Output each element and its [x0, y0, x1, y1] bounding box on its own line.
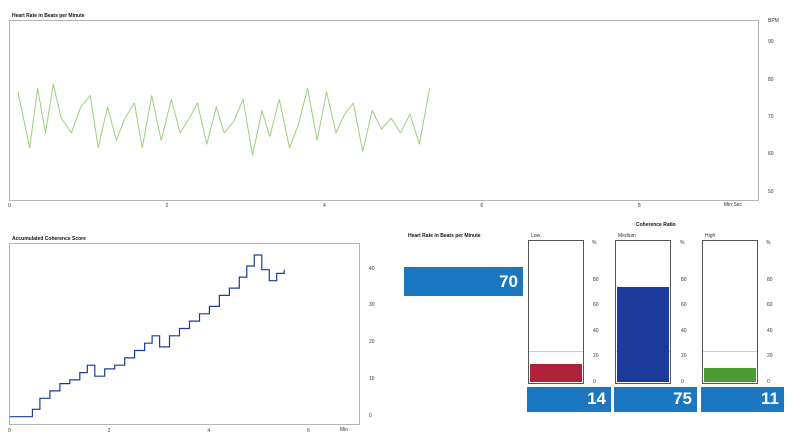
- coherence-score-x-tick: 4: [207, 428, 211, 434]
- coherence-ratio-tick: 20: [767, 353, 773, 360]
- coherence-ratio-tick: 40: [681, 327, 687, 334]
- coherence-ratio-tick: 40: [767, 327, 773, 334]
- bar-high-label: High: [705, 233, 716, 239]
- bar-medium-value: 75: [673, 389, 692, 408]
- bar-high-value-box: 11: [701, 387, 784, 412]
- coherence-ratio-tick: 60: [767, 302, 773, 309]
- heart-rate-chart: [9, 20, 759, 201]
- bar-high-unit: %: [766, 240, 771, 246]
- bar-high-value: 11: [761, 389, 779, 408]
- bar-low-reference-line: [529, 351, 583, 352]
- bar-low-value-box: 14: [527, 387, 611, 412]
- coherence-ratio-tick: 20: [593, 353, 599, 360]
- heart-rate-y-tick: 90: [768, 39, 774, 46]
- coherence-score-chart-title: Accumulated Coherence Score: [12, 236, 86, 242]
- heart-rate-y-tick: 70: [768, 113, 774, 120]
- coherence-ratio-tick: 0: [767, 379, 770, 385]
- heart-rate-x-tick: 4: [322, 203, 326, 209]
- heart-rate-y-tick: 80: [768, 76, 774, 83]
- coherence-ratio-title: Coherence Ratio: [636, 222, 676, 228]
- bar-low-fill: [530, 364, 582, 382]
- coherence-score-x-tick: 0: [8, 428, 11, 434]
- coherence-ratio-tick: 80: [681, 276, 687, 283]
- coherence-ratio-tick: 80: [593, 276, 599, 283]
- heart-rate-x-tick: 0: [8, 203, 11, 209]
- heart-rate-chart-title: Heart Rate in Beats per Minute: [12, 13, 85, 19]
- coherence-score-x-tick: 6: [307, 428, 310, 434]
- coherence-score-chart: [9, 243, 360, 425]
- bar-medium-label: Medium: [618, 233, 636, 239]
- coherence-ratio-tick: 0: [593, 379, 596, 385]
- heart-rate-value-box: 70: [404, 267, 523, 296]
- heart-rate-y-tick: 50: [768, 188, 774, 195]
- coherence-ratio-tick: 0: [681, 379, 684, 385]
- coherence-ratio-tick: 80: [767, 276, 773, 283]
- coherence-ratio-tick: 60: [593, 302, 599, 309]
- bar-low-unit: %: [592, 240, 597, 246]
- heart-rate-y-tick: 60: [768, 151, 774, 158]
- bar-medium-frame: [615, 240, 671, 384]
- bar-medium-unit: %: [680, 240, 685, 246]
- bar-high-frame: [702, 240, 758, 384]
- heart-rate-unit-label: BPM: [768, 18, 779, 24]
- coherence-ratio-tick: 40: [593, 327, 599, 334]
- heart-rate-x-tick: 2: [165, 203, 169, 209]
- coherence-score-plot-svg: [10, 254, 285, 418]
- coherence-score-x-unit: Min: [340, 427, 349, 433]
- coherence-score-y-tick: 40: [369, 265, 375, 272]
- coherence-score-y-tick: 20: [369, 339, 375, 346]
- heart-rate-x-tick: 6: [480, 203, 484, 209]
- bar-medium-fill: [617, 287, 669, 382]
- coherence-score-y-tick: 0: [369, 412, 372, 419]
- bar-high-fill: [704, 368, 756, 382]
- coherence-score-y-tick: 10: [369, 375, 375, 382]
- coherence-ratio-tick: 60: [681, 302, 687, 309]
- bar-low-frame: [528, 240, 584, 384]
- bar-low-label: Low: [531, 233, 541, 239]
- heart-rate-x-unit: Min:Sec: [724, 202, 743, 208]
- heart-rate-panel-label: Heart Rate in Beats per Minute: [408, 233, 481, 239]
- heart-rate-plot-svg: [17, 83, 431, 156]
- heart-rate-value: 70: [499, 272, 518, 291]
- heart-rate-x-tick: 8: [637, 203, 641, 209]
- coherence-score-x-tick: 2: [107, 428, 111, 434]
- coherence-score-y-tick: 30: [369, 302, 375, 309]
- bar-medium-value-box: 75: [614, 387, 697, 412]
- bar-low-value: 14: [587, 389, 606, 408]
- bar-high-reference-line: [703, 351, 757, 352]
- heart-rate-series-line: [17, 83, 431, 156]
- coherence-ratio-tick: 20: [681, 353, 687, 360]
- coherence-score-series-line: [10, 254, 285, 418]
